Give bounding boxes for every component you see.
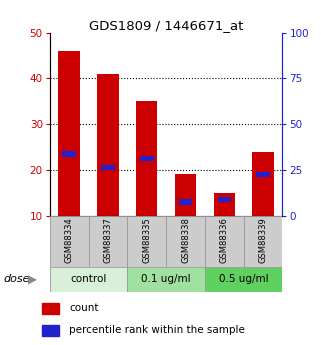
Text: GSM88336: GSM88336: [220, 218, 229, 263]
Text: GSM88334: GSM88334: [65, 218, 74, 263]
Text: dose: dose: [3, 275, 30, 284]
Text: count: count: [69, 304, 99, 314]
Text: 0.1 ug/ml: 0.1 ug/ml: [141, 275, 191, 284]
Bar: [136, 101, 157, 216]
Bar: [50, 267, 127, 292]
Bar: [205, 216, 244, 267]
Bar: [140, 156, 153, 161]
Text: GSM88335: GSM88335: [142, 218, 151, 263]
Title: GDS1809 / 1446671_at: GDS1809 / 1446671_at: [89, 19, 243, 32]
Text: 0.5 ug/ml: 0.5 ug/ml: [219, 275, 268, 284]
Bar: [50, 216, 89, 267]
Bar: [127, 267, 205, 292]
Bar: [101, 165, 115, 170]
Text: GSM88337: GSM88337: [103, 218, 112, 263]
Bar: [218, 197, 231, 203]
Text: ▶: ▶: [28, 274, 37, 287]
Bar: [214, 193, 235, 216]
Bar: [175, 175, 196, 216]
Bar: [166, 216, 205, 267]
Bar: [252, 152, 274, 216]
Bar: [42, 325, 59, 336]
Bar: [256, 172, 270, 177]
Text: control: control: [70, 275, 107, 284]
Text: percentile rank within the sample: percentile rank within the sample: [69, 325, 245, 335]
Bar: [179, 199, 192, 205]
Bar: [89, 216, 127, 267]
Bar: [205, 267, 282, 292]
Bar: [244, 216, 282, 267]
Bar: [58, 51, 80, 216]
Text: GSM88338: GSM88338: [181, 218, 190, 263]
Bar: [62, 151, 76, 157]
Bar: [97, 74, 118, 216]
Text: GSM88339: GSM88339: [259, 218, 268, 263]
Bar: [127, 216, 166, 267]
Bar: [42, 303, 59, 314]
